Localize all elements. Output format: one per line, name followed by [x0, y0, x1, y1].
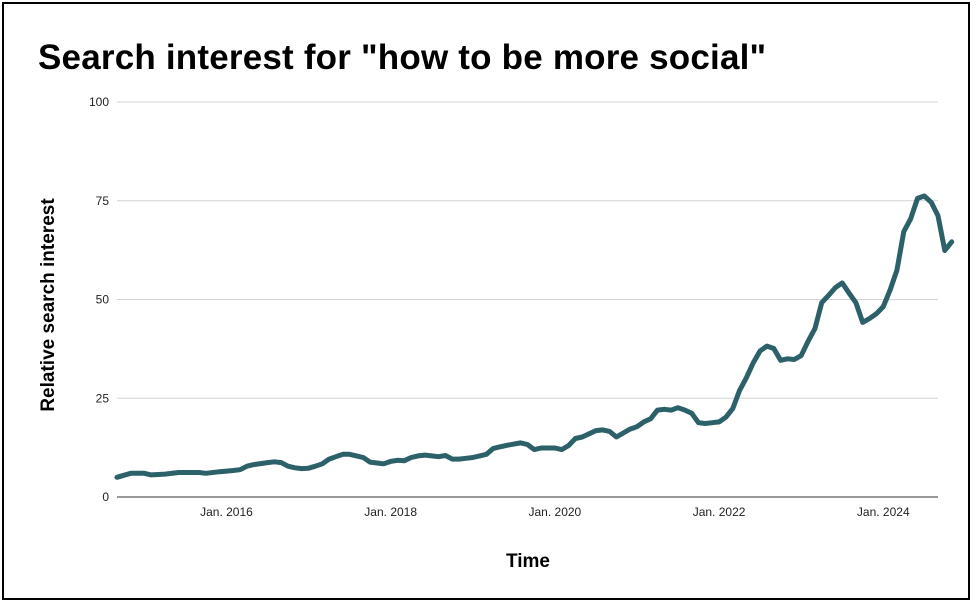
x-tick-label: Jan. 2024: [857, 505, 910, 519]
x-axis-label: Time: [506, 551, 550, 572]
y-tick-label: 0: [102, 490, 109, 504]
x-tick-label: Jan. 2018: [364, 505, 417, 519]
y-tick-label: 25: [96, 391, 110, 405]
x-axis-ticks: Jan. 2016 Jan. 2018 Jan. 2020 Jan. 2022 Jan.…: [200, 505, 910, 519]
y-axis-ticks: 0 25 50 75 100: [89, 95, 109, 504]
series-layer: [114, 193, 955, 480]
x-tick-label: Jan. 2022: [693, 505, 746, 519]
x-tick-label: Jan. 2020: [529, 505, 582, 519]
y-tick-label: 50: [96, 293, 110, 307]
y-tick-label: 100: [89, 95, 109, 109]
y-axis-label: Relative search interest: [38, 198, 59, 412]
y-tick-label: 75: [96, 194, 110, 208]
gridlines: [117, 101, 938, 498]
series-line: [114, 193, 955, 480]
chart-title: Search interest for "how to be more soci…: [38, 38, 767, 77]
x-tick-label: Jan. 2016: [200, 505, 253, 519]
